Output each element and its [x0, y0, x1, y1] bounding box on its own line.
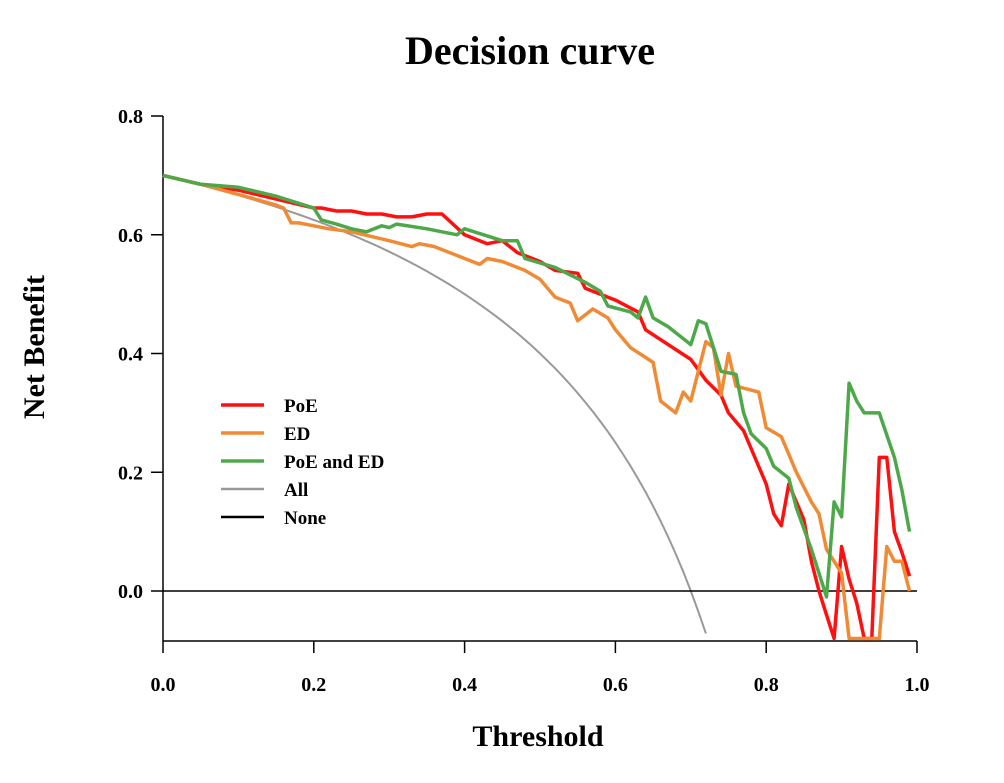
- legend-label-all: All: [284, 480, 308, 501]
- y-axis-title: Net Benefit: [18, 275, 51, 419]
- series-line-poe-and-ed: [162, 173, 912, 599]
- legend-label-poe: PoE: [284, 396, 318, 417]
- y-tick-label: 0.6: [118, 225, 143, 247]
- y-tick-label: 0.4: [118, 344, 143, 366]
- legend-label-ed: ED: [284, 424, 310, 445]
- x-tick-label: 0.6: [603, 674, 628, 696]
- y-tick-label: 0.0: [118, 581, 143, 603]
- x-tick-label: 0.2: [301, 674, 326, 696]
- y-tick-label: 0.2: [118, 462, 143, 484]
- x-tick-label: 0.4: [452, 674, 477, 696]
- chart-title: Decision curve: [405, 28, 655, 73]
- x-tick-label: 1.0: [905, 674, 930, 696]
- legend-label-none: None: [284, 508, 326, 529]
- y-tick-label: 0.8: [118, 106, 143, 128]
- x-tick-label: 0.0: [151, 674, 176, 696]
- legend: PoE ED PoE and ED All None: [221, 396, 384, 529]
- series-line-poe: [162, 173, 912, 641]
- series-line-ed: [162, 173, 912, 641]
- x-tick-label: 0.8: [754, 674, 779, 696]
- legend-label-poe-and-ed: PoE and ED: [284, 452, 384, 473]
- series-lines: [162, 173, 917, 641]
- axes: 0.8 0.6 0.4 0.2 0.0 0.0 0.2 0.4 0.6 0.8 1.0: [118, 106, 930, 696]
- x-axis-title: Threshold: [472, 720, 603, 753]
